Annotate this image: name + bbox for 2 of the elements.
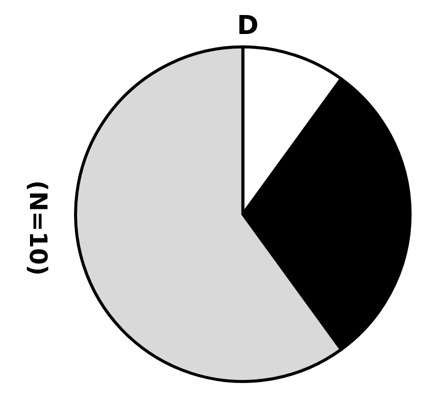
text: (N=10)	[24, 180, 52, 276]
chart-title: D	[237, 11, 259, 41]
